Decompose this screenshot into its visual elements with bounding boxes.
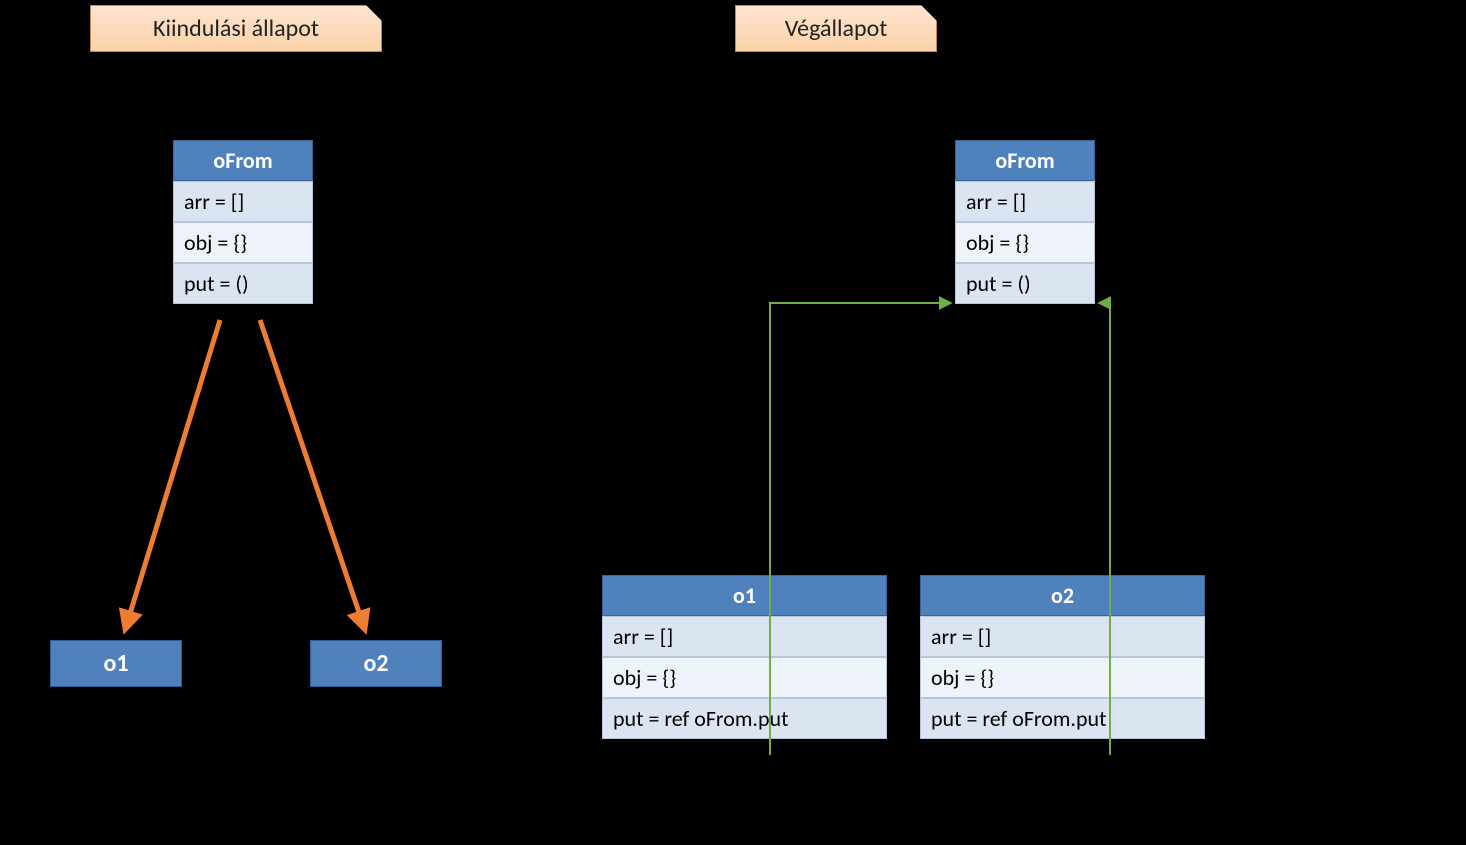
left-ofrom-row-2: put = () bbox=[173, 263, 313, 304]
left-o2-node: o2 bbox=[310, 640, 442, 687]
title-notch bbox=[921, 5, 937, 21]
right-ofrom: oFrom arr = [] obj = {} put = () bbox=[955, 140, 1095, 304]
left-ofrom: oFrom arr = [] obj = {} put = () bbox=[173, 140, 313, 304]
title-left: Kiindulási állapot bbox=[90, 5, 382, 52]
right-o1-row-1: obj = {} bbox=[602, 657, 887, 698]
right-ofrom-row-1: obj = {} bbox=[955, 222, 1095, 263]
title-notch bbox=[366, 5, 382, 21]
right-o1-row-0: arr = [] bbox=[602, 616, 887, 657]
right-o2: o2 arr = [] obj = {} put = ref oFrom.put bbox=[920, 575, 1205, 739]
right-o2-row-1: obj = {} bbox=[920, 657, 1205, 698]
right-o2-row-2: put = ref oFrom.put bbox=[920, 698, 1205, 739]
right-o1-header: o1 bbox=[602, 575, 887, 616]
right-o1-row-2: put = ref oFrom.put bbox=[602, 698, 887, 739]
left-ofrom-row-1: obj = {} bbox=[173, 222, 313, 263]
title-right: Végállapot bbox=[735, 5, 937, 52]
left-ofrom-row-0: arr = [] bbox=[173, 181, 313, 222]
right-o2-header: o2 bbox=[920, 575, 1205, 616]
right-ofrom-header: oFrom bbox=[955, 140, 1095, 181]
left-ofrom-header: oFrom bbox=[173, 140, 313, 181]
right-o1: o1 arr = [] obj = {} put = ref oFrom.put bbox=[602, 575, 887, 739]
left-o1-label: o1 bbox=[103, 649, 128, 678]
left-o1-node: o1 bbox=[50, 640, 182, 687]
title-right-text: Végállapot bbox=[785, 14, 888, 43]
title-left-text: Kiindulási állapot bbox=[153, 14, 319, 43]
arrow-left-o2 bbox=[260, 320, 365, 630]
right-ofrom-row-0: arr = [] bbox=[955, 181, 1095, 222]
left-o2-label: o2 bbox=[363, 649, 388, 678]
right-o2-row-0: arr = [] bbox=[920, 616, 1205, 657]
right-ofrom-row-2: put = () bbox=[955, 263, 1095, 304]
arrow-left-o1 bbox=[125, 320, 220, 630]
